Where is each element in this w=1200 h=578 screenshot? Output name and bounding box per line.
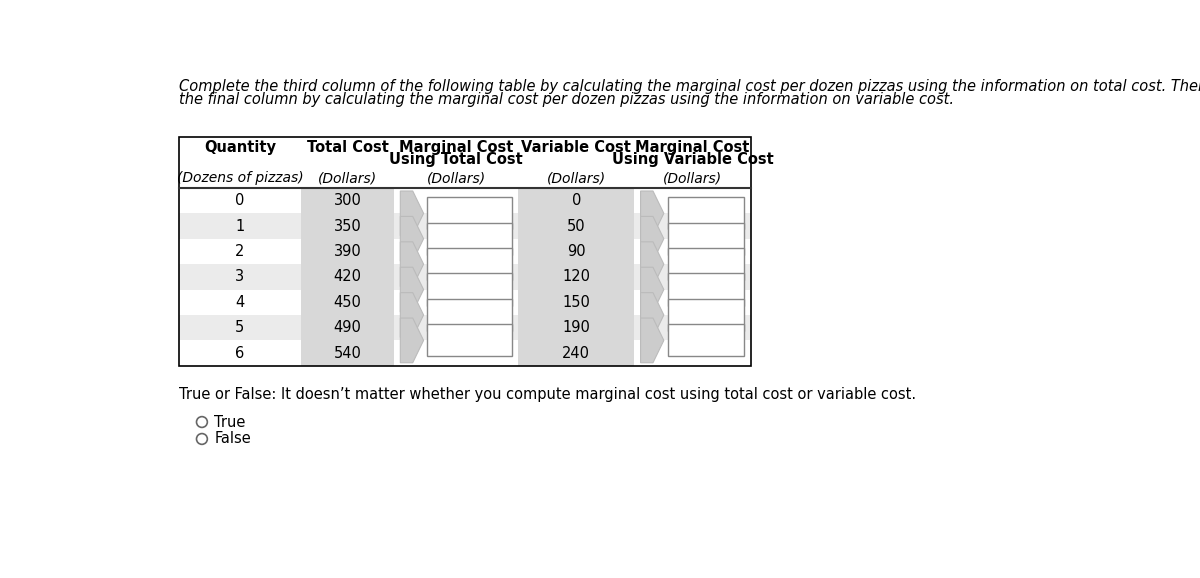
Text: Using Total Cost: Using Total Cost — [389, 152, 523, 166]
Bar — [667, 223, 744, 255]
Text: Quantity: Quantity — [204, 140, 276, 155]
Bar — [518, 340, 635, 366]
Polygon shape — [641, 318, 664, 363]
Text: (Dollars): (Dollars) — [426, 171, 486, 185]
Bar — [301, 340, 394, 366]
Bar — [518, 315, 635, 340]
Bar — [518, 188, 635, 213]
Text: True: True — [215, 414, 246, 429]
Text: Total Cost: Total Cost — [307, 140, 389, 155]
Text: (Dollars): (Dollars) — [662, 171, 722, 185]
Bar — [667, 273, 744, 306]
Bar — [301, 213, 394, 239]
Bar — [667, 299, 744, 331]
Bar — [179, 137, 751, 366]
Bar — [667, 197, 744, 229]
Text: 50: 50 — [566, 218, 586, 234]
Text: 150: 150 — [563, 295, 590, 310]
Text: 190: 190 — [563, 320, 590, 335]
Text: 450: 450 — [334, 295, 361, 310]
Text: (Dollars): (Dollars) — [318, 171, 377, 185]
Bar — [301, 188, 394, 213]
Bar — [301, 264, 394, 290]
Bar — [301, 290, 394, 315]
Bar — [667, 324, 744, 357]
Bar — [427, 299, 512, 331]
Text: 120: 120 — [563, 269, 590, 284]
Polygon shape — [641, 242, 664, 287]
Bar — [427, 223, 512, 255]
Text: 240: 240 — [563, 346, 590, 361]
Polygon shape — [401, 318, 424, 363]
Polygon shape — [641, 267, 664, 312]
Bar — [179, 137, 751, 366]
Text: 540: 540 — [334, 346, 361, 361]
Polygon shape — [641, 292, 664, 338]
Bar — [667, 248, 744, 280]
Text: Marginal Cost: Marginal Cost — [635, 140, 750, 155]
Bar — [427, 273, 512, 306]
Text: Marginal Cost: Marginal Cost — [398, 140, 514, 155]
Bar — [179, 213, 751, 239]
Text: 390: 390 — [334, 244, 361, 259]
Text: 90: 90 — [566, 244, 586, 259]
Bar — [179, 315, 751, 340]
Text: 0: 0 — [571, 193, 581, 208]
Bar — [301, 239, 394, 264]
Text: False: False — [215, 431, 251, 446]
Text: Using Variable Cost: Using Variable Cost — [612, 152, 773, 166]
Bar — [301, 315, 394, 340]
Text: 300: 300 — [334, 193, 361, 208]
Text: Variable Cost: Variable Cost — [521, 140, 631, 155]
Text: Complete the third column of the following table by calculating the marginal cos: Complete the third column of the followi… — [179, 79, 1200, 94]
Text: the final column by calculating the marginal cost per dozen pizzas using the inf: the final column by calculating the marg… — [179, 92, 954, 108]
Polygon shape — [401, 242, 424, 287]
Bar — [427, 324, 512, 357]
Text: (Dozens of pizzas): (Dozens of pizzas) — [176, 171, 304, 185]
Text: 350: 350 — [334, 218, 361, 234]
Text: 0: 0 — [235, 193, 245, 208]
Bar — [518, 213, 635, 239]
Text: 2: 2 — [235, 244, 245, 259]
Polygon shape — [401, 267, 424, 312]
Bar — [427, 197, 512, 229]
Bar — [518, 264, 635, 290]
Text: True or False: It doesn’t matter whether you compute marginal cost using total c: True or False: It doesn’t matter whether… — [179, 387, 916, 402]
Text: 490: 490 — [334, 320, 361, 335]
Text: 1: 1 — [235, 218, 245, 234]
Text: 5: 5 — [235, 320, 245, 335]
Polygon shape — [401, 292, 424, 338]
Text: (Dollars): (Dollars) — [547, 171, 606, 185]
Polygon shape — [641, 191, 664, 236]
Polygon shape — [401, 216, 424, 261]
Text: 4: 4 — [235, 295, 245, 310]
Text: 6: 6 — [235, 346, 245, 361]
Text: 420: 420 — [334, 269, 361, 284]
Polygon shape — [401, 191, 424, 236]
Polygon shape — [641, 216, 664, 261]
Bar — [427, 248, 512, 280]
Bar — [518, 290, 635, 315]
Bar — [179, 264, 751, 290]
Bar — [518, 239, 635, 264]
Text: 3: 3 — [235, 269, 245, 284]
